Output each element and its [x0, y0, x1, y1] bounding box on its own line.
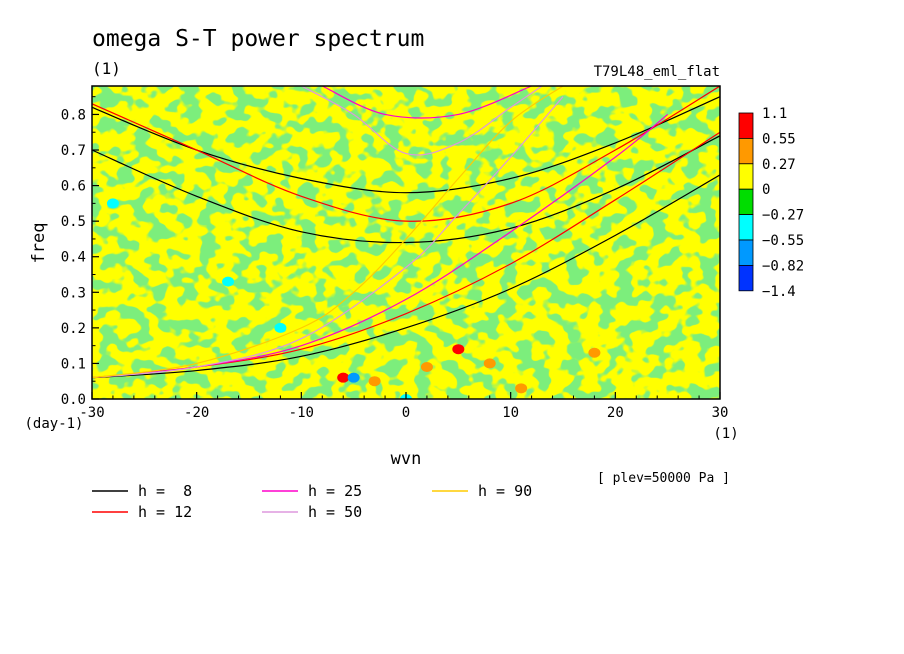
colorbar-swatch	[738, 163, 754, 190]
y-tick-label: 0.0	[61, 392, 86, 408]
x-tick-label: -20	[184, 405, 209, 421]
colorbar-label: 0	[762, 182, 770, 198]
y-axis-unit: (day-1)	[24, 416, 83, 432]
colorbar-label: 0.27	[762, 157, 796, 173]
curve-h90-kelvin	[92, 86, 564, 379]
x-axis: -30 -20 -10 0 10 20 30	[79, 392, 728, 421]
run-label: T79L48_eml_flat	[594, 64, 720, 80]
field-feature-orange	[420, 361, 433, 372]
plot-area	[92, 86, 720, 399]
x-tick-label: -10	[289, 405, 314, 421]
curve-h50-kelvin	[92, 96, 564, 379]
x-tick-label: 20	[607, 405, 624, 421]
field-feature-cyan	[274, 322, 287, 333]
colorbar-label: −0.55	[762, 233, 804, 249]
y-tick-label: 0.6	[61, 179, 86, 195]
legend-label: h = 8	[138, 482, 192, 500]
y-tick-label: 0.3	[61, 285, 86, 301]
field-feature-cyan	[222, 276, 235, 287]
y-tick-label: 0.1	[61, 356, 86, 372]
legend-label: h = 90	[478, 482, 532, 500]
field-feature-blue	[347, 372, 360, 383]
x-tick-label: 30	[712, 405, 729, 421]
legend-label: h = 25	[308, 482, 362, 500]
y-axis: 0.0 0.1 0.2 0.3 0.4 0.5 0.6 0.7 0.8	[61, 96, 99, 408]
y-axis-label: freq	[29, 223, 49, 264]
legend: h = 8 h = 12 h = 25 h = 50 h = 90	[92, 482, 532, 521]
y-tick-label: 0.5	[61, 214, 86, 230]
x-axis-unit: (1)	[713, 426, 738, 442]
field-feature-orange	[483, 358, 496, 369]
colorbar-label: −1.4	[762, 284, 796, 300]
field-feature-red	[452, 344, 465, 355]
y-tick-label: 0.8	[61, 107, 86, 123]
field-feature-orange	[368, 376, 381, 387]
colorbar-label: 0.55	[762, 131, 796, 147]
y-tick-label: 0.2	[61, 321, 86, 337]
curve-h50-inertia-gravity	[301, 86, 543, 156]
curve-h25-inertia-gravity	[322, 86, 532, 119]
colorbar-swatch	[738, 239, 754, 266]
x-axis-label: wvn	[391, 449, 422, 469]
field-feature-orange	[588, 347, 601, 358]
colorbar-swatch	[738, 112, 754, 139]
colorbar-swatch	[738, 137, 754, 165]
dispersion-curves	[92, 86, 720, 379]
colorbar-label: 1.1	[762, 106, 787, 122]
y-tick-label: 0.7	[61, 143, 86, 159]
colorbar-label: −0.27	[762, 208, 804, 224]
colorbar-swatch	[738, 264, 754, 292]
colorbar: 1.1 0.55 0.27 0 −0.27 −0.55 −0.82 −1.4	[738, 106, 804, 300]
curve-h8-kelvin	[92, 174, 720, 379]
curve-h12-inertia-gravity	[92, 86, 720, 222]
chart-subtitle: (1)	[92, 59, 121, 78]
colorbar-label: −0.82	[762, 258, 804, 274]
x-tick-label: -30	[79, 405, 104, 421]
y-tick-label: 0.4	[61, 250, 86, 266]
field-feature-red	[337, 372, 350, 383]
x-tick-label: 10	[502, 405, 519, 421]
field-feature-cyan	[106, 198, 119, 209]
chart-title: omega S-T power spectrum	[92, 26, 424, 52]
curve-h8-inertia-gravity-1	[92, 135, 720, 244]
colorbar-swatch	[738, 214, 754, 241]
field-feature-orange	[515, 383, 528, 394]
colorbar-swatch	[738, 188, 754, 215]
legend-label: h = 50	[308, 503, 362, 521]
legend-label: h = 12	[138, 503, 192, 521]
x-tick-label: 0	[402, 405, 410, 421]
level-label: [ plev=50000 Pa ]	[597, 471, 730, 486]
